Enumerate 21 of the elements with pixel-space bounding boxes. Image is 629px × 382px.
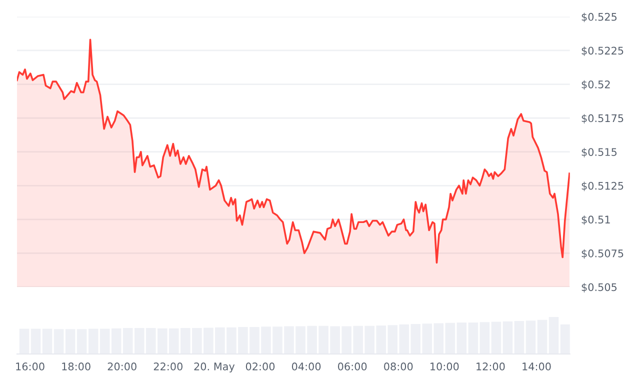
y-tick-label: $0.515: [582, 148, 617, 158]
x-tick-label: 10:00: [430, 362, 459, 370]
y-tick-label: $0.5075: [582, 249, 624, 259]
x-tick-label: 18:00: [62, 362, 90, 370]
x-tick-label: 22:00: [154, 362, 182, 370]
y-tick-label: $0.525: [582, 12, 617, 22]
x-tick-label: 08:00: [384, 362, 413, 370]
x-tick-label: 20:00: [108, 362, 136, 370]
y-tick-label: $0.5125: [582, 182, 624, 192]
x-tick-label: 12:00: [476, 362, 505, 370]
y-tick-label: $0.52: [582, 80, 610, 90]
y-tick-label: $0.505: [582, 283, 617, 292]
x-tick-label: 02:00: [246, 362, 275, 370]
y-tick-label: $0.5175: [582, 114, 624, 124]
x-tick-label: 16:00: [16, 362, 44, 370]
y-tick-label: $0.51: [582, 215, 610, 225]
x-tick-label: 04:00: [292, 362, 321, 370]
x-tick-label: 14:00: [522, 362, 551, 370]
x-tick-label: 20. May: [194, 362, 235, 372]
y-tick-label: $0.5225: [582, 46, 624, 56]
x-tick-label: 06:00: [338, 362, 367, 370]
